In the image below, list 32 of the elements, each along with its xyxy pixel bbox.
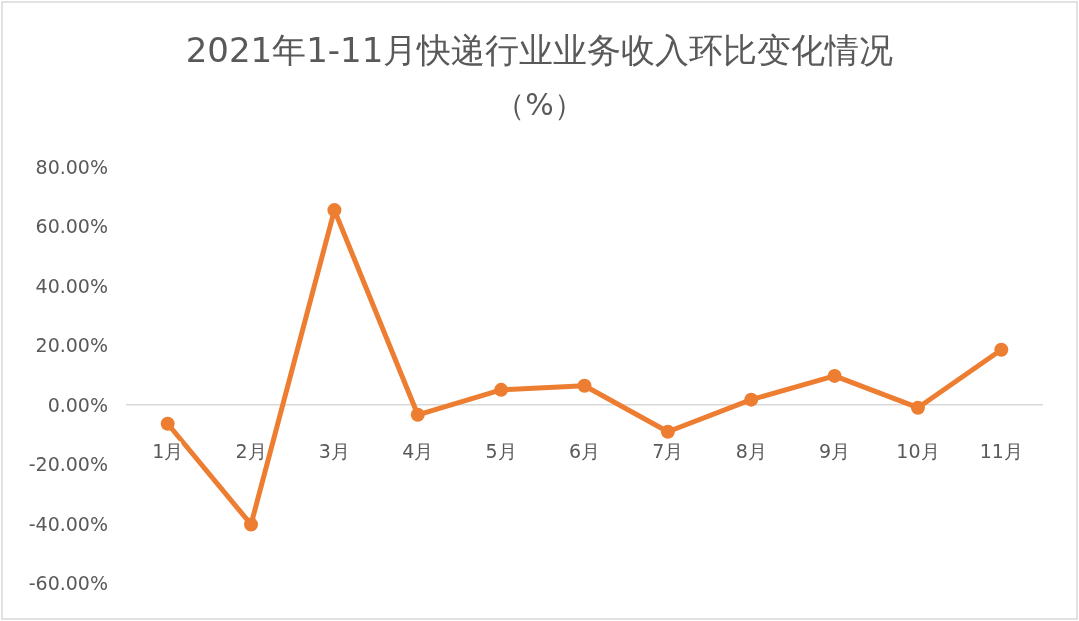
x-tick-label: 1月: [152, 439, 184, 462]
point: [494, 382, 509, 397]
chart-subtitle: （%）: [495, 87, 584, 122]
point: [327, 203, 342, 218]
y-tick-label: -40.00%: [28, 512, 108, 535]
point: [244, 517, 259, 532]
x-tick-label: 2月: [235, 439, 267, 462]
y-tick-label: 80.00%: [35, 156, 108, 178]
point: [744, 392, 759, 407]
x-tick-label: 11月: [979, 439, 1023, 462]
y-tick-label: 20.00%: [35, 334, 108, 357]
x-tick-label: 7月: [652, 439, 684, 462]
x-tick-label: 4月: [402, 439, 434, 462]
y-tick-label: 0.00%: [47, 393, 108, 416]
y-tick-label: 40.00%: [35, 274, 108, 297]
chart-title: 2021年1-11月快递行业业务收入环比变化情况: [185, 30, 894, 70]
y-tick-label: -60.00%: [28, 572, 108, 594]
point: [827, 368, 842, 383]
x-tick-label: 3月: [318, 439, 350, 462]
x-tick-label: 10月: [896, 439, 940, 462]
point: [910, 400, 925, 415]
x-tick-label: 6月: [568, 439, 601, 462]
y-tick-label: -20.00%: [28, 453, 108, 476]
point: [577, 378, 592, 393]
point: [660, 424, 675, 439]
y-tick-label: 60.00%: [35, 215, 108, 238]
point: [410, 407, 425, 422]
x-tick-label: 5月: [485, 439, 517, 462]
point: [160, 416, 175, 431]
x-tick-label: 8月: [735, 439, 767, 462]
point: [994, 342, 1009, 357]
x-tick-label: 9月: [819, 439, 851, 462]
